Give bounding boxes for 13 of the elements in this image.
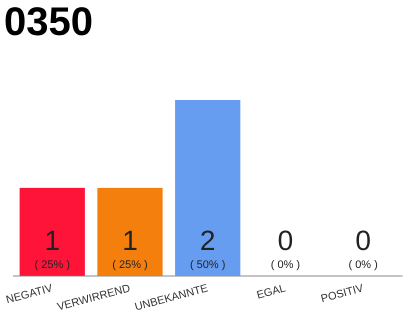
annotation: ( 0% ) bbox=[270, 258, 300, 271]
x-tick-label: POSITIV bbox=[320, 282, 366, 306]
data-label: 1 bbox=[122, 224, 138, 256]
annotation: ( 0% ) bbox=[348, 258, 378, 271]
chart-title: 0350 bbox=[4, 0, 93, 44]
x-tick-label: EGAL bbox=[256, 282, 287, 302]
data-label: 2 bbox=[200, 224, 216, 256]
data-label: 1 bbox=[44, 224, 60, 256]
data-label: 0 bbox=[355, 224, 371, 256]
annotation: ( 25% ) bbox=[112, 258, 148, 271]
annotation: ( 50% ) bbox=[190, 258, 226, 271]
data-label: 0 bbox=[278, 224, 294, 256]
annotation: ( 25% ) bbox=[34, 258, 70, 271]
